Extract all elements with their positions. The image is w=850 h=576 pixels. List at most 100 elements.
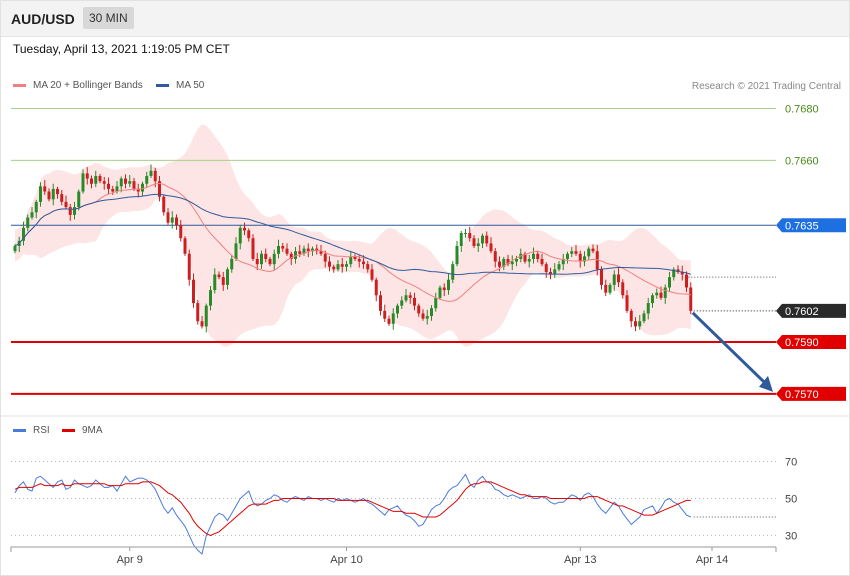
- candle-body-150: [651, 295, 654, 304]
- candle-body-39: [179, 225, 183, 239]
- candle-body-48: [217, 274, 221, 278]
- candle-body-127: [553, 269, 557, 275]
- candle-body-59: [264, 253, 268, 259]
- level-tag-3: [776, 303, 846, 318]
- candle-body-47: [213, 274, 217, 291]
- candle-body-63: [281, 246, 285, 249]
- candle-body-44: [200, 321, 204, 327]
- timeframe-badge[interactable]: 30 MIN: [83, 7, 134, 29]
- candle-body-101: [442, 287, 446, 291]
- candle-body-126: [549, 271, 552, 275]
- x-tick-label-1: Apr 10: [330, 554, 362, 566]
- legend-9ma: 9MA: [62, 425, 103, 436]
- level-label-0: 0.7680: [785, 104, 819, 116]
- candle-body-37: [170, 217, 174, 223]
- candle-body-142: [617, 274, 620, 283]
- candle-body-55: [247, 230, 251, 239]
- rsi-9ma-line: [14, 481, 691, 537]
- level-label-1: 0.7660: [785, 155, 819, 167]
- candle-body-156: [676, 269, 680, 272]
- candle-body-50: [226, 269, 229, 285]
- candle-body-136: [591, 248, 595, 252]
- candle-body-140: [608, 284, 612, 293]
- candle-body-147: [638, 321, 642, 327]
- legend-9ma-label: 9MA: [82, 425, 103, 436]
- candle-body-76: [336, 264, 340, 270]
- candle-body-74: [328, 261, 331, 267]
- legend-rsi-swatch: [13, 428, 26, 432]
- candle-body-68: [302, 248, 306, 254]
- candle-body-77: [340, 264, 344, 267]
- candle-body-43: [196, 303, 200, 322]
- candle-body-16: [81, 173, 85, 192]
- candle-body-109: [476, 243, 480, 246]
- symbol-label: AUD/USD: [11, 11, 75, 27]
- x-tick-label-2: Apr 13: [564, 554, 596, 566]
- legend-ma20-label: MA 20 + Bollinger Bands: [33, 80, 143, 91]
- candle-body-154: [668, 277, 671, 288]
- candle-body-87: [383, 310, 387, 319]
- candle-body-0: [13, 246, 17, 252]
- candle-body-133: [578, 253, 582, 262]
- candle-body-91: [400, 300, 404, 306]
- legend-rsi-label: RSI: [33, 425, 50, 436]
- candle-body-112: [489, 243, 493, 252]
- candle-body-57: [255, 258, 259, 265]
- candle-body-64: [285, 248, 289, 254]
- candle-body-65: [289, 253, 293, 259]
- candle-body-54: [243, 227, 246, 231]
- candle-body-98: [430, 308, 433, 317]
- candle-body-144: [625, 295, 629, 311]
- candle-body-18: [90, 178, 93, 184]
- candle-body-110: [481, 235, 484, 244]
- candle-body-105: [459, 233, 463, 246]
- candle-body-31: [145, 175, 149, 184]
- candle-body-61: [272, 253, 276, 265]
- candle-body-97: [425, 316, 429, 319]
- candle-body-120: [523, 253, 527, 262]
- candle-body-69: [306, 248, 310, 252]
- candle-body-14: [73, 207, 76, 215]
- candle-body-122: [532, 253, 535, 259]
- candle-body-13: [68, 207, 72, 215]
- candle-body-58: [260, 253, 263, 265]
- level-label-4: 0.7590: [785, 337, 819, 349]
- candle-body-96: [421, 313, 425, 319]
- candle-body-149: [646, 303, 650, 314]
- bollinger-band: [15, 124, 691, 347]
- forecast-arrow-line: [691, 311, 769, 386]
- candle-body-86: [379, 295, 382, 311]
- level-label-3: 0.7602: [785, 306, 819, 318]
- candle-body-128: [557, 264, 561, 270]
- rsi-tick-2: 70: [785, 457, 797, 469]
- level-label-5: 0.7570: [785, 389, 819, 401]
- legend-9ma-swatch: [62, 428, 75, 432]
- candle-body-2: [22, 227, 25, 241]
- candle-body-81: [357, 258, 361, 262]
- candle-body-88: [387, 318, 391, 324]
- candle-body-107: [468, 233, 472, 239]
- candle-body-41: [187, 253, 191, 280]
- candle-body-132: [574, 251, 578, 254]
- ma50-line: [14, 193, 691, 276]
- candle-body-80: [353, 256, 357, 259]
- rsi-line: [14, 473, 692, 555]
- credit-text: Research © 2021 Trading Central: [691, 81, 841, 92]
- candle-body-143: [621, 282, 625, 296]
- candle-body-106: [464, 233, 467, 235]
- candle-body-36: [166, 212, 170, 223]
- candle-body-83: [366, 264, 370, 270]
- forecast-arrow-head: [759, 375, 773, 392]
- level-tag-2: [776, 218, 846, 233]
- candle-body-152: [659, 292, 663, 298]
- candle-body-23: [111, 188, 115, 192]
- candle-body-82: [362, 261, 365, 265]
- candle-body-102: [447, 279, 450, 291]
- legend-ma20: MA 20 + Bollinger Bands: [13, 80, 143, 91]
- candle-body-38: [175, 217, 178, 226]
- candle-body-52: [234, 243, 238, 259]
- candle-body-60: [268, 258, 272, 265]
- candle-body-67: [298, 251, 302, 254]
- candle-body-40: [183, 238, 187, 254]
